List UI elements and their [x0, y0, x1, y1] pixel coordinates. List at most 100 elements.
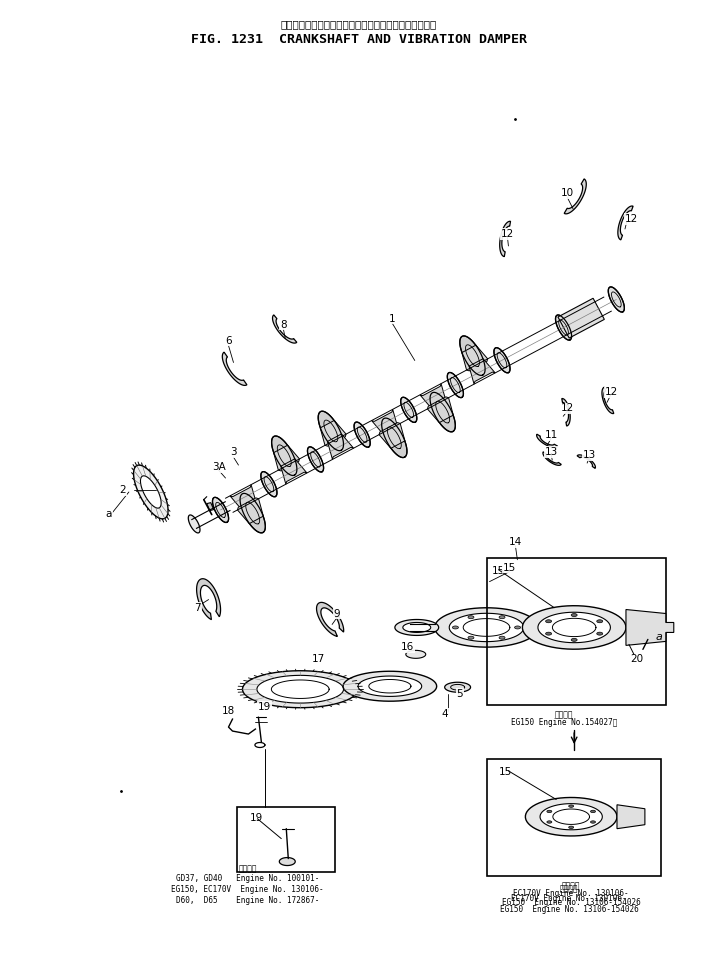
Text: 9: 9: [334, 609, 340, 618]
Polygon shape: [590, 821, 595, 823]
Text: 12: 12: [500, 229, 514, 239]
Text: 12: 12: [625, 214, 638, 224]
Polygon shape: [141, 476, 161, 508]
Polygon shape: [590, 810, 595, 812]
Polygon shape: [572, 638, 577, 641]
Polygon shape: [230, 485, 256, 510]
Polygon shape: [602, 388, 614, 414]
Polygon shape: [382, 418, 407, 458]
Text: D60,  D65    Engine No. 172867-: D60, D65 Engine No. 172867-: [176, 896, 319, 906]
Polygon shape: [279, 857, 295, 866]
Polygon shape: [523, 606, 626, 650]
Text: 14: 14: [509, 537, 522, 546]
Polygon shape: [536, 434, 558, 447]
Polygon shape: [213, 498, 228, 522]
Polygon shape: [462, 345, 488, 371]
Text: a: a: [656, 632, 663, 643]
Polygon shape: [543, 452, 561, 466]
Text: 8: 8: [280, 319, 286, 329]
Polygon shape: [515, 626, 521, 629]
Text: EG150, EC170V  Engine No. 130106-: EG150, EC170V Engine No. 130106-: [171, 885, 324, 894]
Polygon shape: [494, 348, 510, 373]
Polygon shape: [547, 821, 552, 823]
Polygon shape: [257, 675, 343, 703]
Polygon shape: [597, 632, 602, 635]
Text: 4: 4: [442, 709, 448, 719]
Polygon shape: [577, 455, 595, 468]
Polygon shape: [626, 610, 673, 646]
Bar: [487, 759, 661, 877]
Polygon shape: [499, 636, 505, 639]
Polygon shape: [318, 411, 343, 451]
Text: 5: 5: [457, 690, 463, 699]
Polygon shape: [447, 372, 463, 397]
Polygon shape: [379, 423, 405, 448]
Text: 10: 10: [561, 188, 574, 198]
Text: 19: 19: [249, 812, 263, 823]
Polygon shape: [238, 498, 264, 524]
Text: EC170V Engine No. 130106-: EC170V Engine No. 130106-: [513, 889, 629, 898]
Polygon shape: [460, 336, 485, 375]
Polygon shape: [188, 515, 200, 533]
Polygon shape: [526, 798, 617, 836]
Bar: [487, 558, 666, 705]
Polygon shape: [354, 422, 370, 447]
Polygon shape: [546, 632, 551, 635]
Text: EG150  Engine No. 13106-154026: EG150 Engine No. 13106-154026: [502, 898, 640, 908]
Polygon shape: [468, 636, 474, 639]
Polygon shape: [406, 651, 426, 658]
Polygon shape: [281, 459, 307, 484]
Text: 12: 12: [605, 388, 617, 397]
Polygon shape: [207, 503, 214, 510]
Polygon shape: [223, 353, 247, 386]
Text: 17: 17: [312, 655, 325, 664]
Text: 6: 6: [225, 336, 232, 346]
Polygon shape: [546, 619, 551, 622]
Polygon shape: [547, 810, 552, 812]
Polygon shape: [561, 398, 570, 426]
Text: 3A: 3A: [212, 462, 225, 472]
Polygon shape: [572, 614, 577, 617]
Polygon shape: [307, 447, 324, 472]
Polygon shape: [452, 626, 458, 629]
Polygon shape: [618, 206, 633, 240]
Polygon shape: [358, 676, 421, 696]
Text: 適用車種: 適用車種: [555, 710, 574, 719]
Polygon shape: [444, 682, 470, 693]
Polygon shape: [403, 622, 431, 632]
Text: EG150 Engine No.154027～: EG150 Engine No.154027～: [511, 718, 617, 728]
Text: 15: 15: [498, 767, 512, 777]
Polygon shape: [435, 608, 538, 647]
Polygon shape: [538, 613, 610, 643]
Bar: [238, 806, 335, 872]
Polygon shape: [240, 494, 266, 533]
Polygon shape: [134, 465, 168, 519]
Polygon shape: [271, 436, 297, 475]
Polygon shape: [320, 421, 346, 446]
Polygon shape: [343, 671, 437, 701]
Polygon shape: [558, 298, 605, 338]
Polygon shape: [469, 358, 495, 384]
Polygon shape: [597, 619, 602, 622]
Text: 適用車種: 適用車種: [562, 881, 580, 890]
Polygon shape: [617, 805, 645, 829]
Text: 11: 11: [545, 431, 558, 440]
Text: 12: 12: [561, 403, 574, 413]
Polygon shape: [327, 434, 353, 460]
Text: クランクシャフト　および　バイブレーション　ダンパ: クランクシャフト および バイブレーション ダンパ: [281, 19, 437, 29]
Polygon shape: [372, 409, 398, 434]
Text: 2: 2: [120, 485, 126, 495]
Text: GD37, GD40   Engine No. 100101-: GD37, GD40 Engine No. 100101-: [176, 875, 319, 883]
Text: 18: 18: [222, 706, 235, 716]
Text: 1: 1: [388, 314, 395, 323]
Polygon shape: [317, 602, 344, 636]
Polygon shape: [430, 393, 455, 431]
Polygon shape: [500, 221, 510, 256]
Text: 20: 20: [630, 655, 643, 664]
Polygon shape: [274, 445, 299, 471]
Polygon shape: [556, 315, 572, 340]
Polygon shape: [569, 805, 574, 807]
Polygon shape: [468, 616, 474, 618]
Text: EG150  Engine No. 13106-154026: EG150 Engine No. 13106-154026: [500, 906, 638, 915]
Polygon shape: [608, 287, 625, 312]
